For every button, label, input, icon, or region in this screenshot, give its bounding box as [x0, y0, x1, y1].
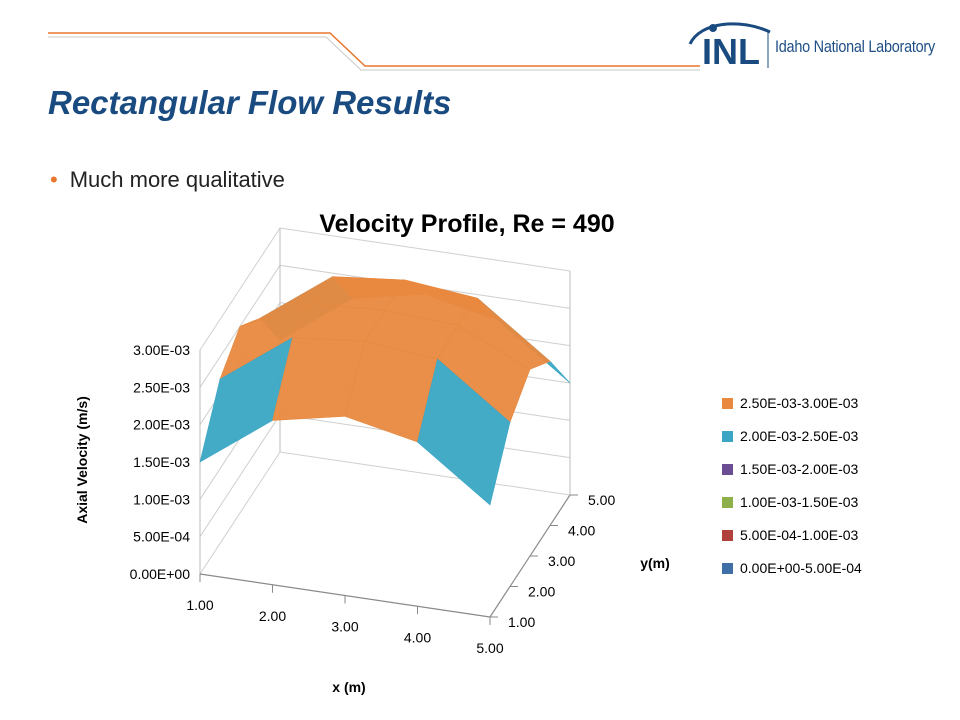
y-tick-label: 4.00	[568, 523, 595, 539]
chart-title: Velocity Profile, Re = 490	[319, 210, 614, 238]
logo-swoosh-icon	[688, 22, 771, 45]
legend-label: 2.00E-03-2.50E-03	[740, 428, 859, 444]
x-tick-label: 5.00	[476, 640, 503, 656]
z-gridline	[199, 414, 571, 537]
chart-legend: 2.50E-03-3.00E-03 2.00E-03-2.50E-03 1.50E-…	[722, 395, 862, 576]
chart-ticks: 0.00E+00 5.00E-04 1.00E-03 1.50E-03 2.00E-03…	[130, 342, 616, 656]
legend-swatch	[722, 431, 733, 442]
bullet-dot-icon: •	[50, 167, 58, 192]
x-tick-label: 2.00	[259, 608, 286, 624]
y-tick-label: 2.00	[528, 584, 555, 600]
legend-swatch	[722, 464, 733, 475]
bullet-item: • Much more qualitative	[50, 167, 285, 193]
legend-label: 2.50E-03-3.00E-03	[740, 395, 859, 411]
header-decoration: INL	[48, 22, 771, 72]
legend-swatch	[722, 563, 733, 574]
z-gridline	[199, 451, 571, 575]
z-tick-label: 3.00E-03	[133, 342, 190, 358]
legend-swatch	[722, 497, 733, 508]
y-tick-label: 3.00	[548, 553, 575, 569]
x-tick-label: 4.00	[404, 629, 431, 645]
legend-swatch	[722, 398, 733, 409]
y-tick-label: 1.00	[508, 614, 535, 630]
bullet-text: Much more qualitative	[69, 167, 285, 192]
legend-label: 1.50E-03-2.00E-03	[740, 461, 859, 477]
header-gray-line	[48, 36, 700, 71]
z-tick-label: 5.00E-04	[133, 529, 190, 545]
legend-label: 5.00E-04-1.00E-03	[740, 527, 859, 543]
slide-title: Rectangular Flow Results	[48, 84, 452, 121]
z-tick-label: 0.00E+00	[130, 566, 191, 582]
x-tick-label: 1.00	[186, 597, 213, 613]
x-axis-label: x (m)	[332, 679, 365, 695]
y-axis-label: y(m)	[640, 555, 670, 571]
header-accent-line	[48, 32, 700, 67]
logo-text: Idaho National Laboratory	[775, 37, 935, 56]
y-tick-label: 5.00	[588, 492, 615, 508]
z-tick-label: 1.00E-03	[133, 491, 190, 507]
logo-dot-icon	[709, 24, 717, 32]
inl-logo: INL	[688, 22, 771, 72]
z-tick-label: 1.50E-03	[133, 454, 190, 470]
legend-label: 1.00E-03-1.50E-03	[740, 494, 859, 510]
x-tick-label: 3.00	[331, 619, 358, 635]
z-tick-label: 2.00E-03	[133, 417, 190, 433]
z-tick-label: 2.50E-03	[133, 379, 190, 395]
surface-patch	[417, 358, 511, 506]
legend-swatch	[722, 530, 733, 541]
chart-axes	[199, 494, 578, 625]
z-axis-label: Axial Velocity (m/s)	[74, 396, 90, 524]
logo-mark: INL	[702, 31, 760, 72]
legend-label: 0.00E+00-5.00E-04	[740, 560, 862, 576]
surface-plot	[199, 276, 571, 506]
